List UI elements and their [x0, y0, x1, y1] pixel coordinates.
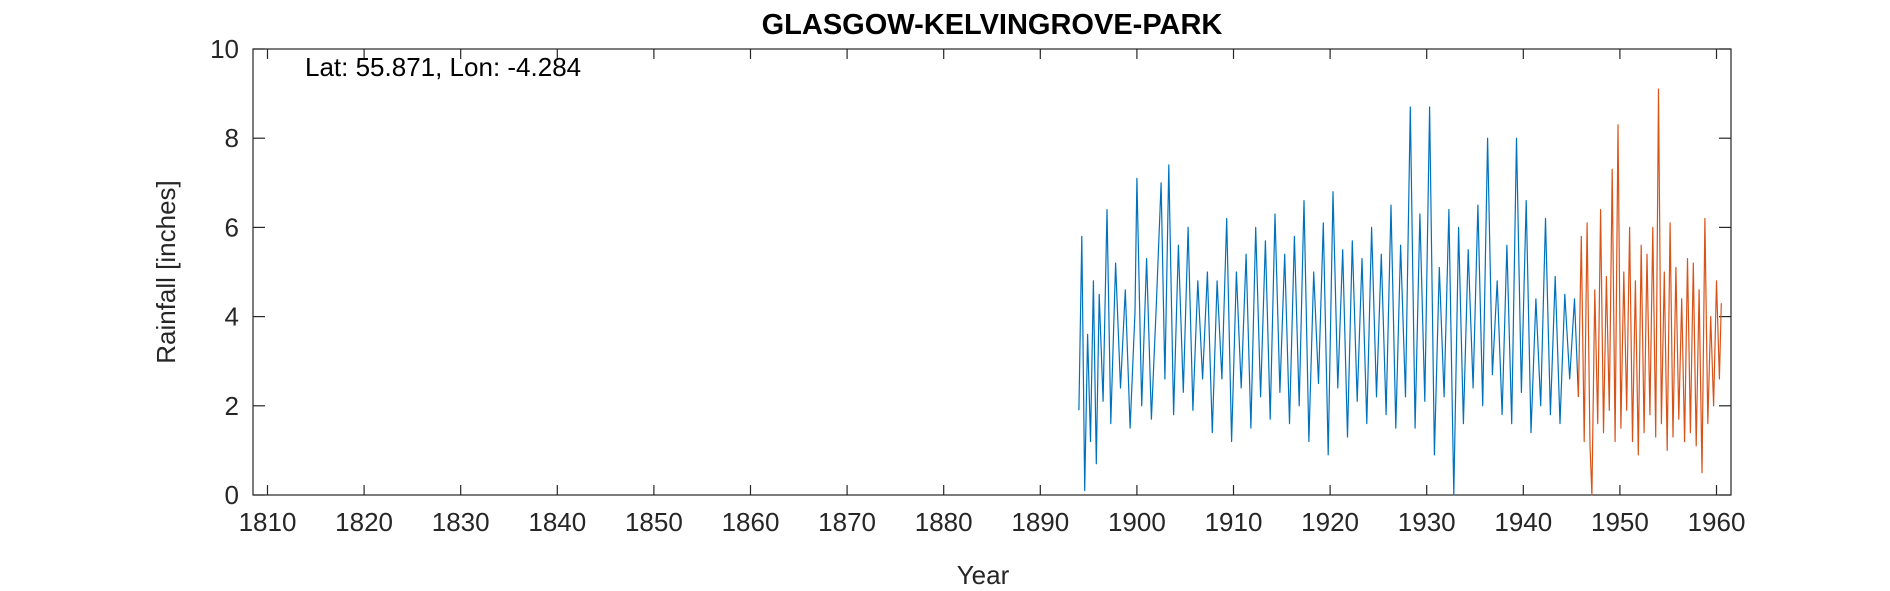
x-tick-label: 1860: [722, 507, 780, 537]
y-tick-label: 8: [225, 123, 239, 153]
chart-title: GLASGOW-KELVINGROVE-PARK: [762, 9, 1223, 41]
y-tick-label: 0: [225, 480, 239, 510]
x-tick-label: 1840: [528, 507, 586, 537]
x-tick-label: 1960: [1688, 507, 1746, 537]
x-axis: 1810 1820 1830 1840 1850 1860 1870 1880 1890 1900…: [239, 49, 1746, 537]
y-tick-label: 6: [225, 212, 239, 242]
y-axis: 0 2 4 6 8 10: [210, 34, 1731, 510]
location-annotation: Lat: 55.871, Lon: -4.284: [305, 52, 581, 82]
x-tick-label: 1910: [1205, 507, 1263, 537]
x-tick-label: 1830: [432, 507, 490, 537]
x-tick-label: 1930: [1398, 507, 1456, 537]
x-tick-label: 1940: [1494, 507, 1552, 537]
series-group: [1078, 88, 1722, 496]
x-tick-label: 1880: [915, 507, 973, 537]
series-line-2: [1577, 88, 1722, 496]
y-tick-label: 10: [210, 34, 239, 64]
y-axis-label: Rainfall [inches]: [151, 180, 181, 364]
plot-area-frame: [252, 48, 1732, 496]
x-axis-label: Year: [957, 560, 1010, 590]
series-line-1: [1078, 106, 1579, 496]
x-tick-label: 1920: [1301, 507, 1359, 537]
x-tick-label: 1850: [625, 507, 683, 537]
y-tick-label: 4: [225, 302, 239, 332]
x-tick-label: 1810: [239, 507, 297, 537]
x-tick-label: 1900: [1108, 507, 1166, 537]
x-tick-label: 1890: [1011, 507, 1069, 537]
x-tick-label: 1870: [818, 507, 876, 537]
x-tick-label: 1950: [1591, 507, 1649, 537]
x-tick-label: 1820: [335, 507, 393, 537]
y-tick-label: 2: [225, 391, 239, 421]
